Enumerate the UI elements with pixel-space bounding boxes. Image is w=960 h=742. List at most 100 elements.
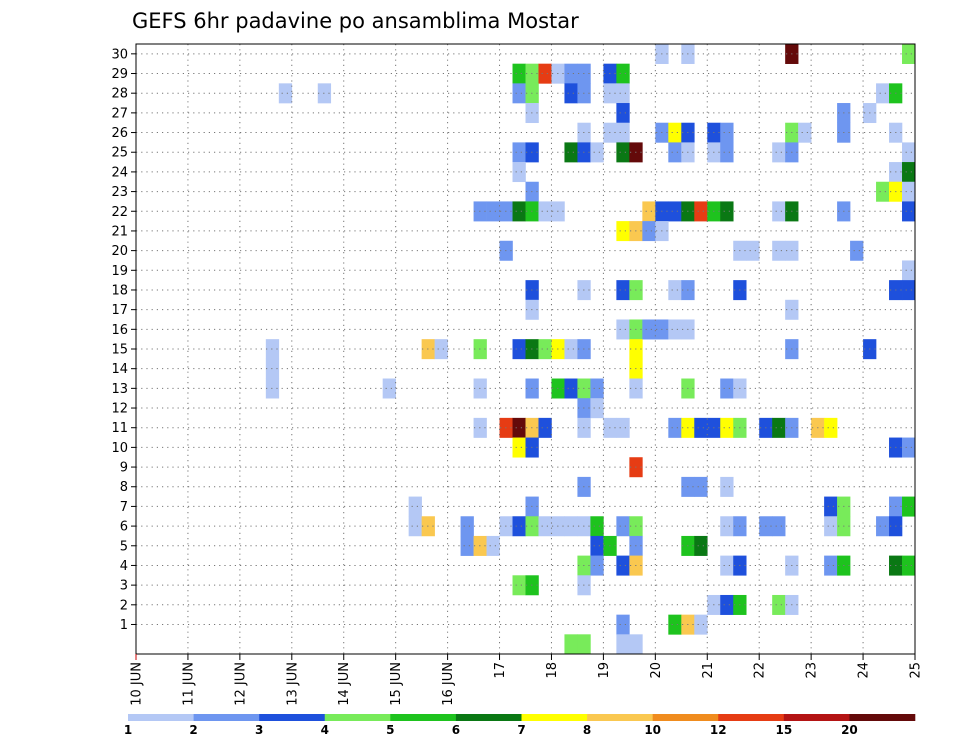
precip-cell [824,516,838,537]
y-tick-label: 9 [120,461,128,476]
precip-cell [772,516,786,537]
legend-swatch [783,714,850,721]
y-tick-label: 1 [120,618,128,633]
precip-cell [694,417,708,438]
precip-cell [512,516,526,537]
precip-cell [668,122,682,143]
legend-swatch [390,714,457,721]
precip-cell [642,319,656,340]
precip-cell [265,378,280,399]
precip-cell [616,516,630,537]
y-tick-label: 29 [111,67,128,82]
precip-cell [668,142,682,163]
precip-cell [668,280,682,301]
precip-cell [616,142,630,163]
precip-cell [616,634,630,655]
precip-cell [265,358,280,379]
x-tick-label: 14 JUN [337,662,352,706]
precip-cell [720,378,734,399]
legend-label: 2 [189,723,197,737]
precip-cell [642,221,656,242]
precip-cell [590,555,604,576]
x-tick-label: 17 [493,662,508,679]
y-tick-label: 6 [120,520,128,535]
precip-cell [616,319,630,340]
y-tick-label: 25 [111,146,128,161]
y-tick-label: 18 [111,283,128,298]
precip-cell [720,122,734,143]
x-tick-label: 24 [857,662,872,679]
chart-title: GEFS 6hr padavine po ansamblima Mostar [132,9,579,33]
legend-label: 15 [775,723,792,737]
precip-cell [694,476,708,497]
precip-cell [902,496,916,517]
precip-cell [902,142,916,163]
y-tick-label: 26 [111,126,128,141]
precip-cell [590,142,604,163]
x-tick-label: 19 [597,662,612,679]
legend-label: 8 [583,723,591,737]
x-tick-label: 23 [805,662,820,679]
precip-cell [486,535,500,556]
legend-swatch [455,714,522,721]
precip-cell [538,516,552,537]
precip-cell [668,614,682,635]
precip-cell [265,339,280,360]
legend-swatch [849,714,916,721]
y-tick-label: 7 [120,500,128,515]
precip-cell [876,181,890,202]
precip-cell [512,201,526,222]
precip-cell [564,339,578,360]
legend-swatch [718,714,785,721]
legend-label: 12 [710,723,727,737]
x-tick-label: 20 [649,662,664,679]
y-axis-ticks: 1234567891011121314151617181920212223242… [111,47,136,633]
precip-cell [772,594,786,615]
precip-cell [876,83,890,104]
precip-cell [577,634,591,655]
precip-cell [902,181,916,202]
legend-label: 7 [517,723,525,737]
precip-cell [512,63,526,84]
y-tick-label: 15 [111,343,128,358]
precip-cell [694,614,708,635]
y-tick-label: 14 [111,362,128,377]
precip-cell [694,201,708,222]
legend-swatch [324,714,391,721]
y-tick-label: 2 [120,598,128,613]
x-tick-label: 25 [909,662,924,679]
precip-cell [616,122,630,143]
x-tick-label: 12 JUN [233,662,248,706]
y-tick-label: 30 [111,47,128,62]
precip-cell [590,535,604,556]
precip-cell [512,417,526,438]
y-tick-label: 12 [111,402,128,417]
y-tick-label: 17 [111,303,128,318]
x-tick-label: 11 JUN [181,662,196,706]
precip-cell [382,378,396,399]
precip-cell [850,240,864,261]
precip-cell [668,417,682,438]
precip-cell [798,122,812,143]
x-tick-label: 16 JUN [441,662,456,706]
legend-swatch [128,714,194,721]
precip-cell [720,594,734,615]
x-axis-ticks: 10 JUN 11 JUN 12 JUN 13 JUN 14 JUN 15 JUN 16 J… [130,654,924,706]
precip-cell [460,535,474,556]
y-tick-label: 13 [111,382,128,397]
precip-cell [564,63,578,84]
legend-swatch [193,714,260,721]
y-tick-label: 8 [120,480,128,495]
y-tick-label: 20 [111,244,128,259]
precip-cell [512,162,526,183]
precip-cell [746,240,760,261]
legend-swatch [587,714,653,721]
color-legend: 1 2 3 4 5 6 7 8 10 12 15 20 [124,714,916,737]
precip-cell [616,614,630,635]
precip-cell [772,240,786,261]
precip-cell [616,280,630,301]
precip-cell [668,319,682,340]
precip-cell [772,417,786,438]
precip-cell [512,339,526,360]
